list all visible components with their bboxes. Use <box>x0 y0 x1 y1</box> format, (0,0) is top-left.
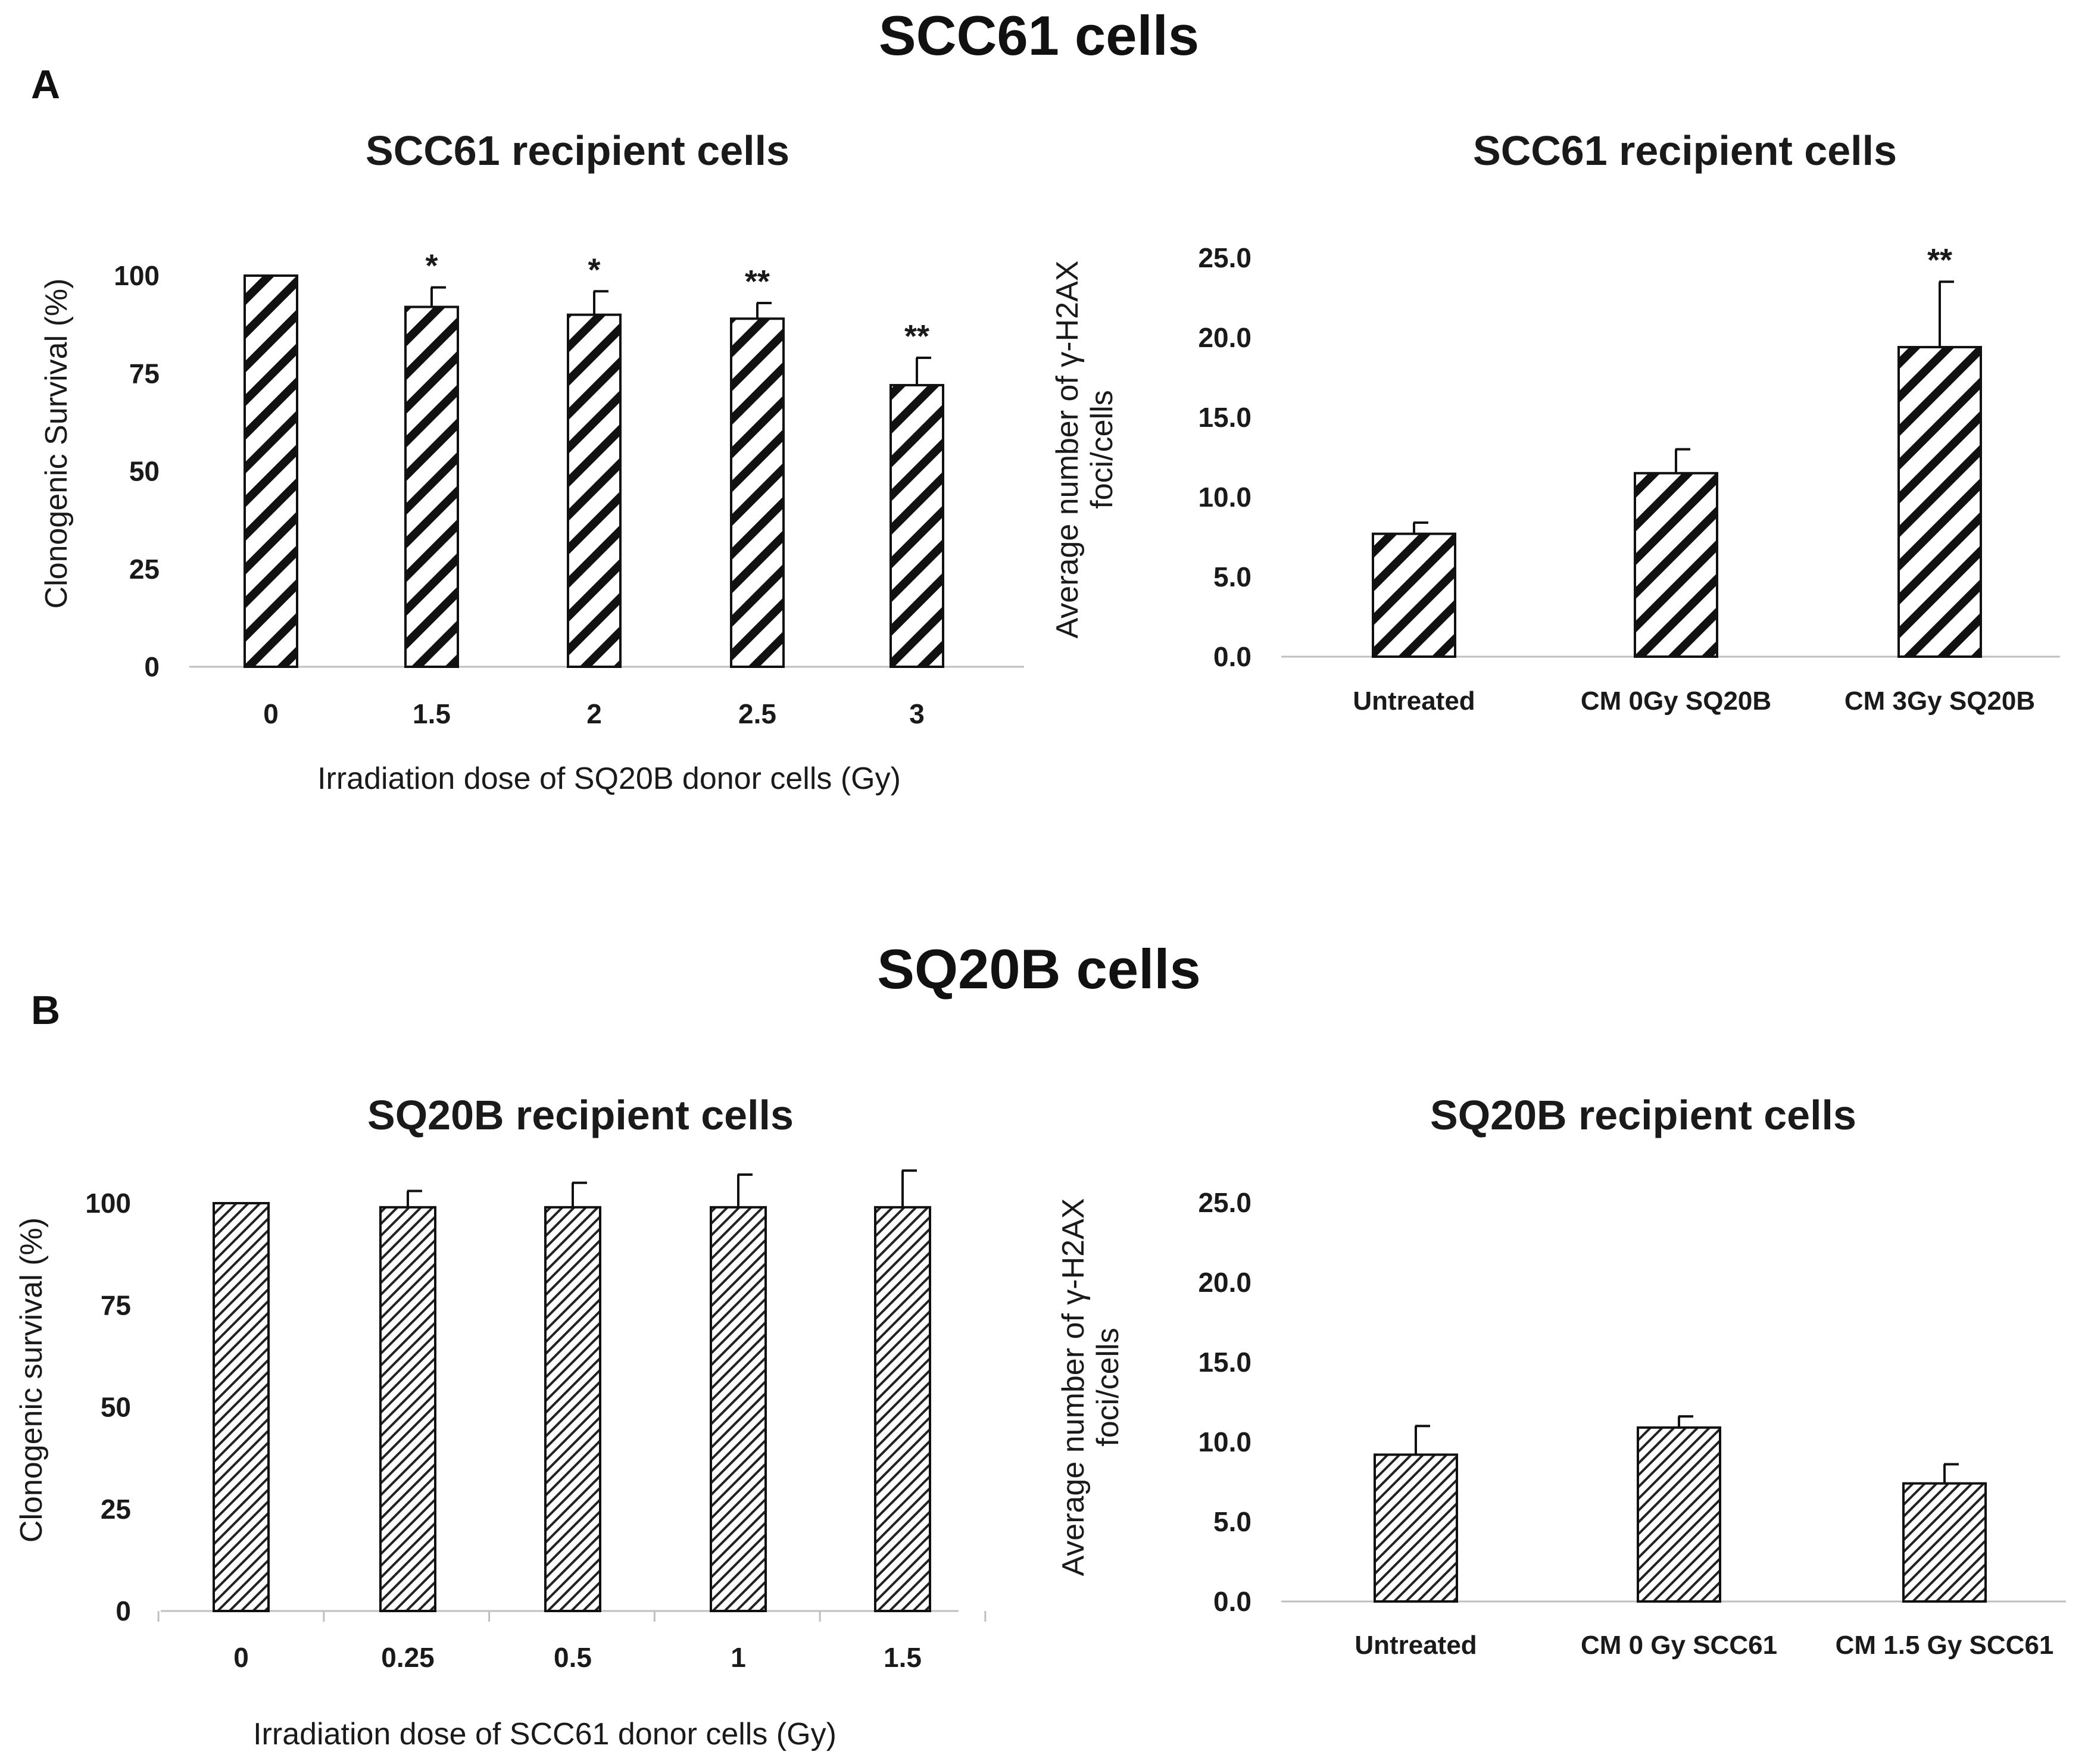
x-tick-label-2: CM 0 Gy SCC61 <box>1581 1631 1777 1660</box>
x-tick-label-4: 2.5 <box>738 698 776 729</box>
y-tick-label: 75 <box>101 1290 131 1320</box>
chart-b-left-plot: 0 25 50 75 100 0 0.25 0.5 1 1.5 <box>85 1169 987 1673</box>
significance-marker-4: ** <box>745 264 770 299</box>
bar-2 <box>404 305 459 668</box>
chart-a-right-ylabel: Average number of γ-H2AXfoci/cells <box>1050 261 1119 639</box>
x-tick-label-5: 3 <box>909 698 925 729</box>
bar-3 <box>1902 1482 1987 1603</box>
bar-2 <box>1637 1426 1721 1603</box>
bar-1 <box>244 274 298 668</box>
x-tick-label-5: 1.5 <box>884 1642 922 1673</box>
panel-b-letter: B <box>31 988 60 1033</box>
y-tick-label: 25.0 <box>1198 1187 1251 1218</box>
chart-b-left-title: SQ20B recipient cells <box>367 1092 794 1138</box>
bar-5 <box>874 1206 931 1612</box>
chart-a-left-plot: 0 25 50 75 100 0 * 1.5 * 2 ** 2.5 ** 3 <box>114 248 1024 729</box>
x-tick-label-3: CM 3Gy SQ20B <box>1844 686 2035 716</box>
bar-5 <box>889 383 944 669</box>
chart-b-left-xlabel: Irradiation dose of SCC61 donor cells (G… <box>253 1717 837 1751</box>
y-tick-label: 50 <box>101 1392 131 1423</box>
panel-a-letter: A <box>31 62 60 107</box>
y-tick-label: 15.0 <box>1198 402 1251 433</box>
chart-a-right-plot: 0.0 5.0 10.0 15.0 20.0 25.0 Untreated CM 0Gy SQ… <box>1198 242 2060 716</box>
bar-4 <box>710 1206 767 1612</box>
x-tick-label-2: 1.5 <box>413 698 451 729</box>
chart-a-left-ylabel: Clonogenic Survival (%) <box>39 279 74 609</box>
chart-a-right-title: SCC61 recipient cells <box>1473 127 1897 174</box>
significance-marker-3: * <box>588 252 600 288</box>
y-tick-label: 0 <box>144 651 160 682</box>
x-tick-label-4: 1 <box>731 1642 746 1673</box>
chart-a-left-xlabel: Irradiation dose of SQ20B donor cells (G… <box>317 761 901 796</box>
bar-1 <box>1372 532 1456 658</box>
section-b-title: SQ20B cells <box>877 938 1200 1000</box>
y-tick-label: 100 <box>85 1188 131 1219</box>
bar-4 <box>730 317 785 668</box>
x-tick-label-1: Untreated <box>1354 1631 1477 1660</box>
y-tick-label: 20.0 <box>1198 1267 1251 1298</box>
x-tick-label-3: 0.5 <box>554 1642 592 1673</box>
bar-1 <box>213 1202 270 1612</box>
chart-b-right-title: SQ20B recipient cells <box>1430 1092 1856 1138</box>
bar-3 <box>1897 346 1982 658</box>
y-tick-label: 10.0 <box>1198 482 1251 513</box>
bar-3 <box>567 313 622 668</box>
significance-marker-5: ** <box>904 319 929 354</box>
y-tick-label: 5.0 <box>1213 1506 1251 1537</box>
y-tick-label: 75 <box>129 358 160 389</box>
bar-1 <box>1374 1453 1458 1603</box>
y-tick-label: 25 <box>101 1494 131 1525</box>
chart-a-left-title: SCC61 recipient cells <box>366 127 789 174</box>
y-tick-label: 25 <box>129 554 160 585</box>
bar-2 <box>379 1206 436 1612</box>
y-tick-label: 15.0 <box>1198 1347 1251 1378</box>
y-tick-label: 0.0 <box>1213 641 1251 672</box>
significance-marker-2: * <box>425 248 438 284</box>
y-tick-label: 5.0 <box>1213 561 1251 592</box>
x-tick-label-1: 0 <box>263 698 279 729</box>
x-tick-label-3: CM 1.5 Gy SCC61 <box>1836 1631 2054 1660</box>
section-a-title: SCC61 cells <box>879 4 1199 67</box>
chart-b-right-ylabel: Average number of γ-H2AXfoci/cells <box>1056 1198 1125 1576</box>
bar-3 <box>544 1206 601 1612</box>
y-tick-label: 100 <box>114 260 160 291</box>
y-tick-label: 50 <box>129 456 160 487</box>
x-tick-label-1: Untreated <box>1353 686 1475 716</box>
y-tick-label: 10.0 <box>1198 1426 1251 1457</box>
x-tick-label-2: 0.25 <box>381 1642 435 1673</box>
significance-marker-3: ** <box>1927 242 1952 278</box>
chart-b-right-plot: 0.0 5.0 10.0 15.0 20.0 25.0 Untreated CM 0 Gy S… <box>1198 1187 2066 1660</box>
y-tick-label: 0.0 <box>1213 1586 1251 1617</box>
x-tick-label-1: 0 <box>233 1642 249 1673</box>
x-tick-label-3: 2 <box>586 698 602 729</box>
y-tick-label: 0 <box>116 1596 131 1626</box>
y-tick-label: 20.0 <box>1198 322 1251 353</box>
chart-b-left-ylabel: Clonogenic survival (%) <box>14 1217 49 1543</box>
y-tick-label: 25.0 <box>1198 242 1251 273</box>
x-tick-label-2: CM 0Gy SQ20B <box>1581 686 1771 716</box>
bar-2 <box>1634 472 1718 658</box>
